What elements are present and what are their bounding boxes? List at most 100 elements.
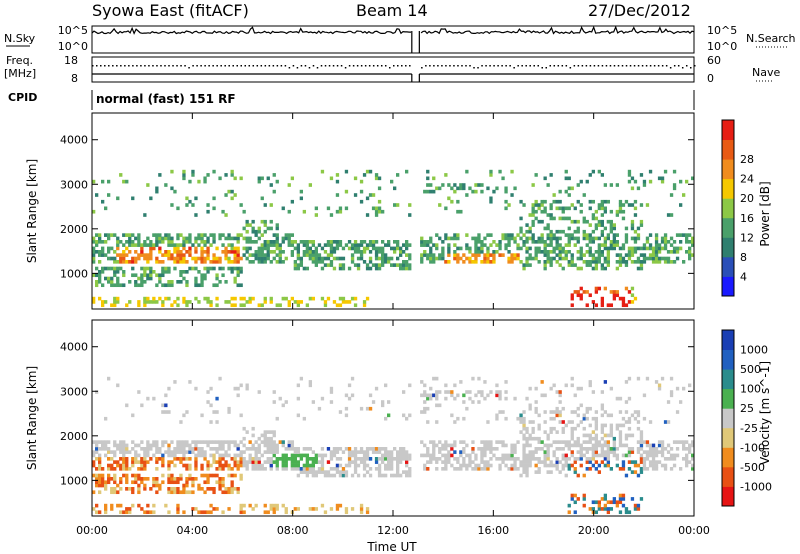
- heatmap-cell: [432, 189, 436, 194]
- heatmap-cell: [552, 256, 556, 261]
- heatmap-cell: [98, 260, 102, 264]
- heatmap-cell: [215, 260, 219, 264]
- nave-point: [589, 65, 592, 67]
- heatmap-cell: [672, 246, 677, 251]
- nave-point: [429, 65, 431, 67]
- heatmap-cell: [447, 453, 451, 458]
- heatmap-cell: [405, 260, 409, 264]
- heatmap-cell: [368, 256, 373, 261]
- nave-point: [100, 65, 102, 67]
- heatmap-cell: [188, 463, 192, 468]
- heatmap-cell: [98, 480, 102, 485]
- heatmap-cell: [164, 266, 168, 271]
- heatmap-cell: [374, 173, 379, 177]
- heatmap-cell: [528, 450, 532, 454]
- nave-point: [116, 65, 118, 67]
- heatmap-cell: [558, 420, 562, 424]
- heatmap-cell: [588, 383, 592, 388]
- heatmap-cell: [585, 179, 589, 184]
- heatmap-cell: [323, 256, 328, 261]
- heatmap-cell: [651, 250, 656, 254]
- heatmap-cell: [167, 240, 171, 244]
- x-tick-label: 20:00: [578, 524, 610, 537]
- heatmap-cell: [275, 450, 279, 454]
- heatmap-cell: [143, 487, 147, 491]
- heatmap-cell: [486, 260, 490, 264]
- heatmap-cell: [161, 473, 165, 478]
- heatmap-cell: [95, 477, 99, 481]
- heatmap-cell: [543, 250, 547, 254]
- colorbar-swatch: [722, 256, 734, 277]
- heatmap-cell: [236, 386, 240, 391]
- heatmap-cell: [107, 376, 111, 381]
- heatmap-cell: [585, 260, 589, 264]
- heatmap-cell: [131, 473, 135, 478]
- heatmap-cell: [197, 233, 201, 237]
- heatmap-cell: [149, 457, 153, 461]
- heatmap-cell: [597, 223, 602, 227]
- heatmap-cell: [522, 416, 526, 421]
- heatmap-cell: [374, 209, 379, 214]
- heatmap-cell: [152, 453, 156, 458]
- heatmap-cell: [233, 176, 237, 181]
- heatmap-cell: [170, 440, 174, 444]
- heatmap-cell: [522, 453, 526, 458]
- heatmap-cell: [155, 240, 159, 244]
- heatmap-cell: [486, 393, 490, 398]
- heatmap-cell: [381, 209, 385, 214]
- heatmap-cell: [603, 226, 608, 231]
- heatmap-cell: [209, 420, 213, 424]
- heatmap-cell: [191, 256, 195, 261]
- heatmap-cell: [98, 490, 102, 495]
- heatmap-cell: [546, 433, 550, 438]
- heatmap-cell: [224, 487, 228, 491]
- heatmap-cell: [495, 457, 499, 461]
- heatmap-cell: [224, 193, 228, 197]
- freq-strip: Freq. [MHz] 18 8 60 0 Nave: [4, 54, 780, 85]
- heatmap-cell: [269, 443, 273, 448]
- heatmap-cell: [365, 450, 370, 454]
- colorbar-frame: [721, 119, 735, 297]
- heatmap-cell: [612, 243, 617, 247]
- heatmap-cell: [567, 250, 571, 254]
- heatmap-cell: [176, 447, 180, 451]
- heatmap-cell: [594, 467, 599, 471]
- heatmap-cell: [182, 276, 186, 281]
- heatmap-cell: [465, 406, 469, 411]
- heatmap-cell: [624, 410, 629, 414]
- heatmap-cell: [675, 447, 680, 451]
- heatmap-cell: [555, 206, 559, 211]
- heatmap-cell: [194, 386, 198, 391]
- nave-point: [92, 65, 94, 67]
- nave-point: [156, 65, 158, 67]
- heatmap-cell: [552, 453, 556, 458]
- heatmap-cell: [218, 457, 222, 461]
- heatmap-cell: [534, 250, 538, 254]
- heatmap-cell: [356, 450, 361, 454]
- heatmap-cell: [203, 480, 207, 485]
- heatmap-cell: [110, 246, 114, 251]
- heatmap-cell: [98, 453, 102, 458]
- heatmap-cell: [107, 450, 111, 454]
- heatmap-cell: [293, 260, 298, 264]
- heatmap-cell: [381, 250, 385, 254]
- heatmap-cell: [143, 463, 147, 468]
- heatmap-cell: [317, 467, 322, 471]
- heatmap-cell: [579, 386, 583, 391]
- heatmap-cell: [191, 480, 195, 485]
- heatmap-cell: [140, 480, 144, 485]
- heatmap-cell: [471, 400, 475, 404]
- heatmap-cell: [197, 236, 201, 241]
- heatmap-cell: [447, 253, 451, 257]
- heatmap-cell: [408, 453, 412, 458]
- heatmap-cell: [594, 453, 599, 458]
- heatmap-cell: [600, 430, 605, 434]
- heatmap-cell: [176, 253, 180, 257]
- heatmap-cell: [116, 236, 120, 241]
- heatmap-cell: [597, 219, 602, 224]
- heatmap-cell: [480, 246, 484, 251]
- heatmap-cell: [381, 447, 385, 451]
- heatmap-cell: [107, 467, 111, 471]
- nave-point: [204, 65, 206, 67]
- x-tick-label: 12:00: [377, 524, 409, 537]
